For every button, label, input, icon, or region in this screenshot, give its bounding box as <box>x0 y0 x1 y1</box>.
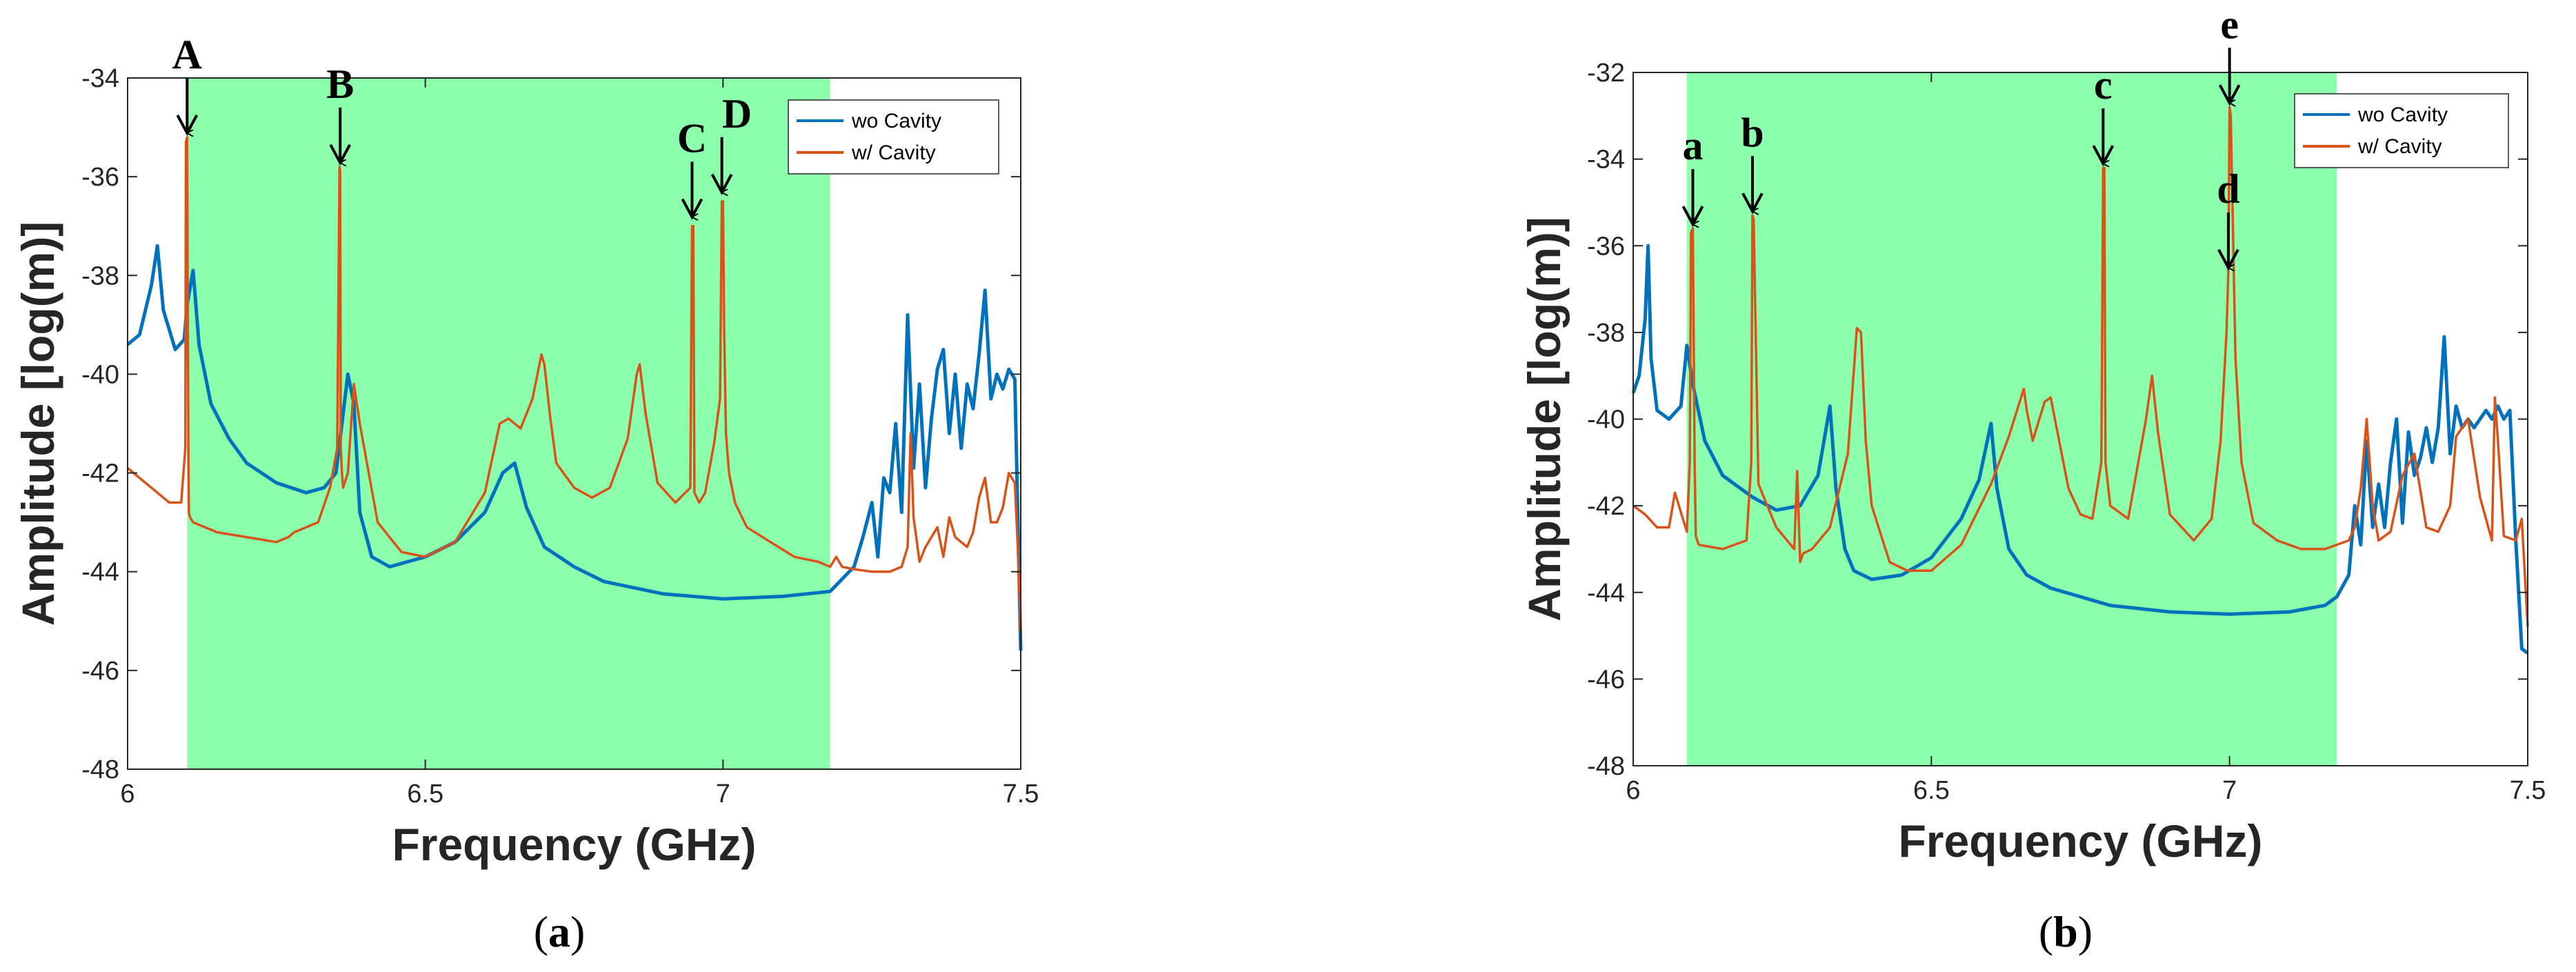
y-tick-label: -40 <box>81 360 119 389</box>
y-tick-label: -42 <box>1587 492 1625 521</box>
caption-b: (b) <box>2039 907 2093 956</box>
y-tick-label: -44 <box>81 558 119 587</box>
y-tick-label: -34 <box>1587 146 1625 175</box>
x-axis-title: Frequency (GHz) <box>392 819 756 870</box>
chart-panel-a: 6 6.5 7 7.5 -48 -46 -44 -42 -40 -38 -36 -34 Frequenc… <box>12 32 1039 870</box>
legend-label: w/ Cavity <box>2357 135 2442 158</box>
series-w-cavity-line <box>126 136 1022 631</box>
y-tick-label: -32 <box>1587 59 1625 88</box>
y-tick-label: -46 <box>81 657 119 686</box>
chart-panel-b: 6 6.5 7 7.5 -48 -46 -44 -42 -40 -38 -36 -34 -32 Frequ… <box>1519 1 2546 866</box>
series-wo-cavity-line <box>126 244 1023 651</box>
y-tick-label: -36 <box>81 163 119 192</box>
y-tick-label: -44 <box>1587 579 1625 608</box>
annotation-label: c <box>2094 62 2113 108</box>
y-axis-title: Amplitude [log(m)] <box>1519 217 1570 622</box>
x-tick-label: 6.5 <box>407 780 443 809</box>
legend-box <box>2294 93 2509 168</box>
y-tick-label: -48 <box>81 755 119 784</box>
annotation-arrow-head <box>329 143 351 166</box>
x-axis-title: Frequency (GHz) <box>1898 815 2262 866</box>
annotation-arrow-head <box>1681 206 1704 228</box>
x-tick-label: 7.5 <box>1003 780 1039 809</box>
bandgap-region <box>187 78 830 769</box>
y-tick-label: -38 <box>1587 319 1625 348</box>
x-tick-label: 6 <box>120 780 134 809</box>
axes-box <box>127 77 1021 770</box>
annotation-arrow-head <box>681 198 703 220</box>
y-tick-label: -40 <box>1587 406 1625 435</box>
annotation-label: B <box>326 61 354 107</box>
y-tick-label: -42 <box>81 459 119 488</box>
legend: wo Cavity w/ Cavity <box>788 99 999 175</box>
y-tick-label: -34 <box>81 64 119 93</box>
x-tick-label: 7 <box>2222 776 2237 805</box>
annotation-label: C <box>677 116 707 161</box>
series-w-cavity-line <box>1632 106 2529 628</box>
annotation-label: A <box>172 32 202 77</box>
annotation-label: b <box>1741 110 1764 155</box>
annotation-label: D <box>722 91 752 137</box>
y-tick-label: -46 <box>1587 665 1625 694</box>
y-tick-label: -48 <box>1587 752 1625 781</box>
annotation-arrow-head <box>1741 192 1764 215</box>
annotation-arrow-head <box>2092 145 2115 167</box>
legend-label: w/ Cavity <box>851 141 936 164</box>
annotation-arrow-head <box>2217 248 2239 271</box>
legend-box <box>788 99 999 175</box>
legend-label: wo Cavity <box>851 110 941 132</box>
legend: wo Cavity w/ Cavity <box>2294 93 2509 168</box>
x-tick-label: 6.5 <box>1913 776 1950 805</box>
caption-a: (a) <box>534 907 586 956</box>
x-tick-label: 7 <box>716 780 730 809</box>
x-tick-label: 7.5 <box>2510 776 2546 805</box>
annotation-arrow-head <box>176 114 199 137</box>
annotation-arrow-head <box>710 173 733 195</box>
annotation-label: a <box>1682 123 1703 168</box>
legend-label: wo Cavity <box>2357 103 2448 126</box>
y-tick-label: -36 <box>1587 232 1625 261</box>
annotation-label: e <box>2220 1 2239 47</box>
annotation-arrow-head <box>2218 84 2241 106</box>
annotation-label: d <box>2217 166 2239 212</box>
x-tick-label: 6 <box>1626 776 1640 805</box>
y-axis-title: Amplitude [log(m)] <box>12 221 63 626</box>
y-tick-label: -38 <box>81 261 119 290</box>
